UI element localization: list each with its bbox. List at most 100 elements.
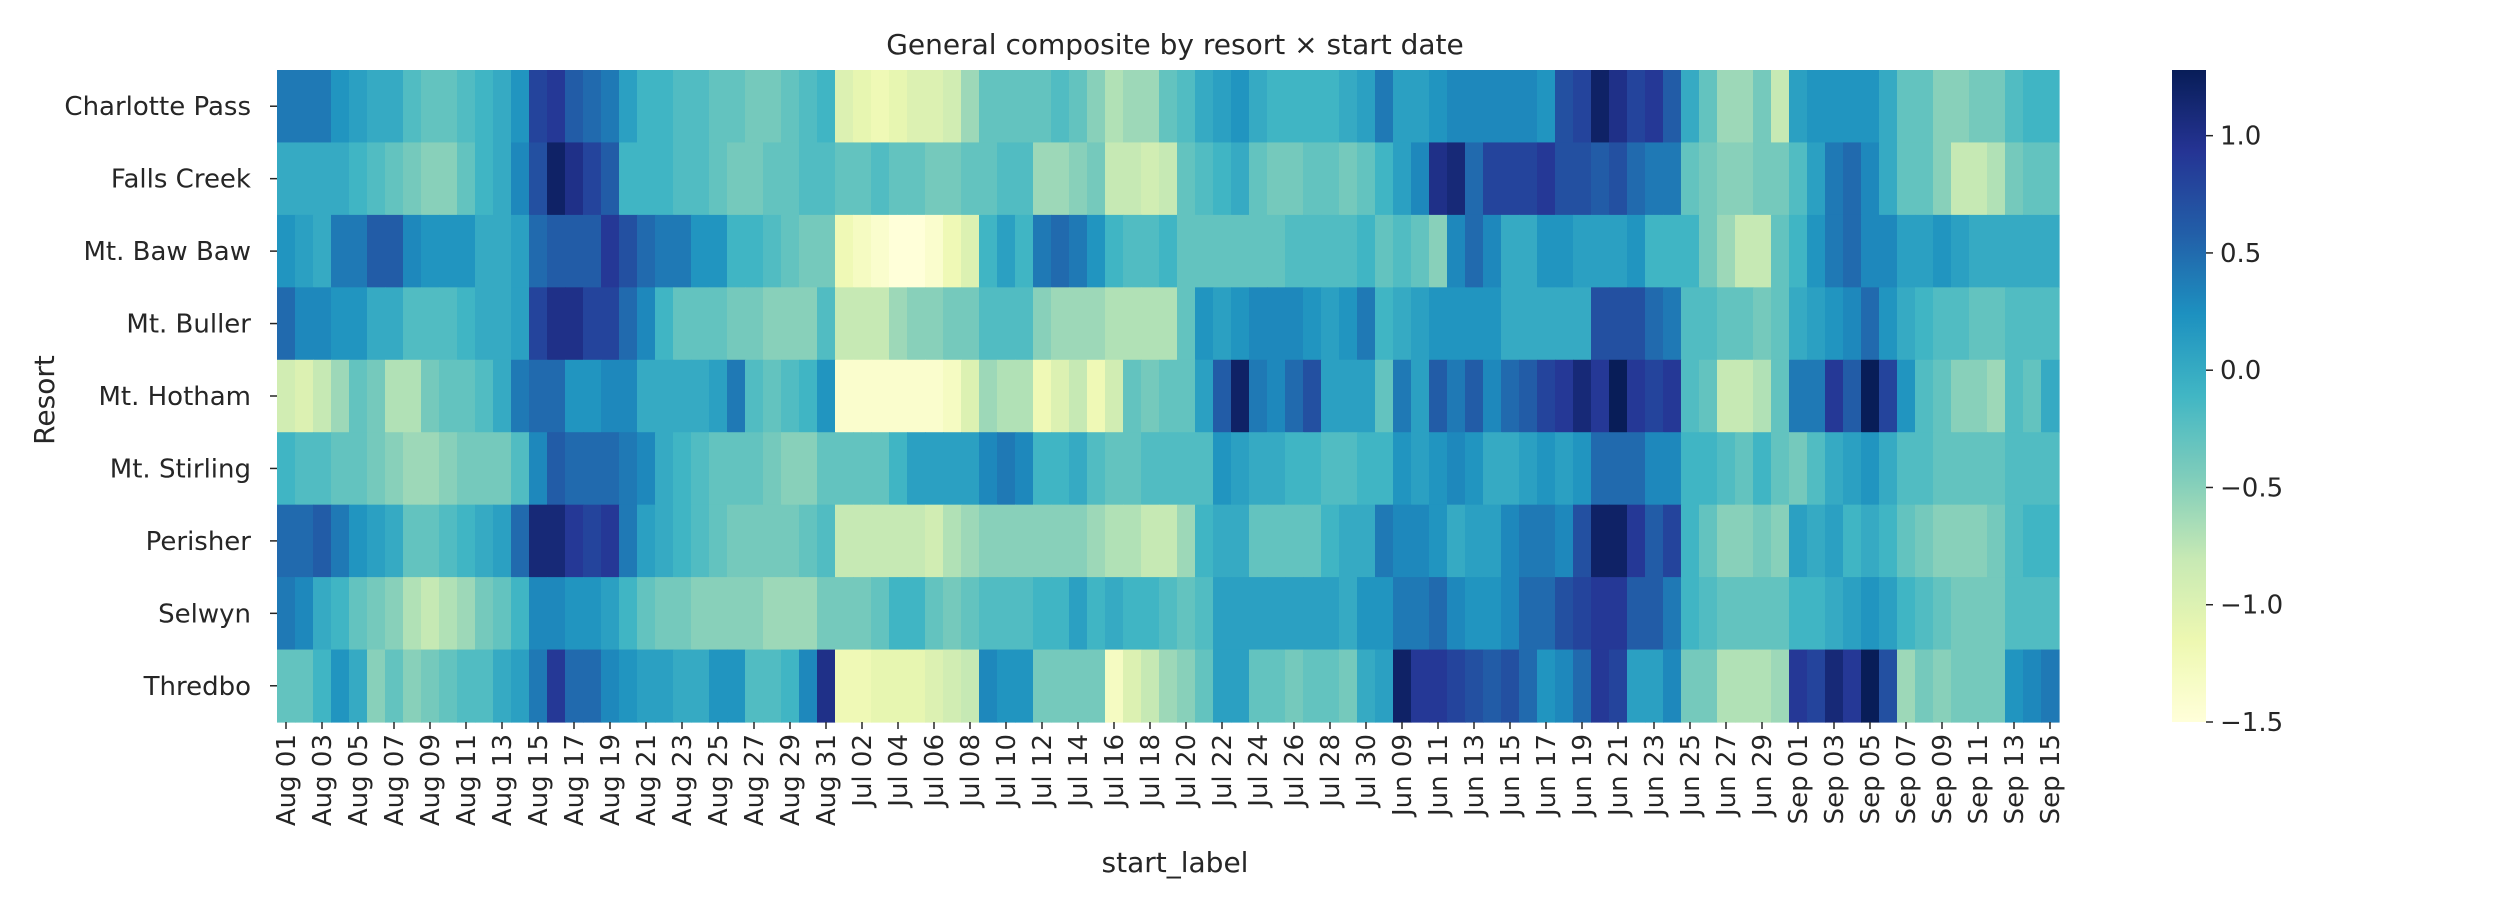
heatmap-cell bbox=[1411, 649, 1430, 723]
heatmap-cell bbox=[1789, 70, 1808, 144]
column-label: Sep 07 bbox=[1892, 734, 1922, 824]
heatmap-cell bbox=[493, 577, 512, 651]
heatmap-cell bbox=[637, 359, 656, 433]
heatmap-cell bbox=[673, 287, 692, 361]
heatmap-cell bbox=[943, 649, 962, 723]
heatmap-cell bbox=[1411, 359, 1430, 433]
heatmap-cell bbox=[277, 649, 296, 723]
heatmap-cell bbox=[925, 70, 944, 144]
heatmap-cell bbox=[619, 504, 638, 578]
heatmap-cell bbox=[691, 432, 710, 506]
heatmap-cell bbox=[1843, 504, 1862, 578]
heatmap-cell bbox=[1393, 70, 1412, 144]
heatmap-cell bbox=[1879, 287, 1898, 361]
heatmap-cell bbox=[1807, 359, 1826, 433]
heatmap-cell bbox=[1699, 214, 1718, 288]
heatmap-cell bbox=[1951, 70, 1970, 144]
column-label: Jul 16 bbox=[1100, 734, 1130, 809]
heatmap-cell bbox=[745, 287, 764, 361]
heatmap-cell bbox=[1303, 504, 1322, 578]
heatmap-cell bbox=[817, 649, 836, 723]
heatmap-cell bbox=[763, 504, 782, 578]
heatmap-cell bbox=[1069, 504, 1088, 578]
heatmap-cell bbox=[655, 504, 674, 578]
heatmap-cell bbox=[871, 432, 890, 506]
heatmap-cell bbox=[655, 214, 674, 288]
heatmap-cell bbox=[1987, 577, 2006, 651]
heatmap-cell bbox=[655, 287, 674, 361]
heatmap-cell bbox=[1537, 142, 1556, 216]
heatmap-cell bbox=[799, 432, 818, 506]
heatmap-cell bbox=[1591, 649, 1610, 723]
heatmap-cell bbox=[1033, 432, 1052, 506]
heatmap-cell bbox=[529, 359, 548, 433]
column-label: Jul 12 bbox=[1028, 734, 1058, 809]
heatmap-cell bbox=[673, 214, 692, 288]
heatmap-cell bbox=[421, 432, 440, 506]
heatmap-cell bbox=[1123, 142, 1142, 216]
heatmap-cell bbox=[925, 432, 944, 506]
heatmap-cell bbox=[1627, 504, 1646, 578]
heatmap-cell bbox=[547, 214, 566, 288]
heatmap-cell bbox=[1285, 359, 1304, 433]
heatmap-cell bbox=[637, 577, 656, 651]
heatmap-cell bbox=[1069, 649, 1088, 723]
heatmap-cell bbox=[925, 142, 944, 216]
heatmap-cell bbox=[691, 577, 710, 651]
heatmap-cell bbox=[1357, 577, 1376, 651]
heatmap-cell bbox=[961, 70, 980, 144]
heatmap-cell bbox=[1789, 359, 1808, 433]
heatmap-cell bbox=[1951, 359, 1970, 433]
heatmap-cell bbox=[1357, 359, 1376, 433]
heatmap-cell bbox=[331, 359, 350, 433]
column-label: Aug 23 bbox=[668, 734, 698, 826]
heatmap-cell bbox=[403, 214, 422, 288]
heatmap-cell bbox=[1861, 577, 1880, 651]
heatmap-cell bbox=[1033, 214, 1052, 288]
heatmap-cell bbox=[925, 504, 944, 578]
heatmap-cell bbox=[1609, 214, 1628, 288]
heatmap-cell bbox=[1501, 287, 1520, 361]
heatmap-cell bbox=[1141, 70, 1160, 144]
heatmap-cell bbox=[1249, 287, 1268, 361]
heatmap-cell bbox=[1087, 214, 1106, 288]
heatmap-cell bbox=[799, 142, 818, 216]
heatmap-cell bbox=[1573, 70, 1592, 144]
heatmap-cell bbox=[601, 359, 620, 433]
heatmap-cell bbox=[439, 70, 458, 144]
heatmap-cell bbox=[1015, 214, 1034, 288]
heatmap-cell bbox=[1051, 504, 1070, 578]
heatmap-cell bbox=[1771, 359, 1790, 433]
heatmap-cell bbox=[835, 142, 854, 216]
heatmap-cell bbox=[961, 287, 980, 361]
heatmap-cell bbox=[1105, 214, 1124, 288]
column-label: Aug 27 bbox=[740, 734, 770, 826]
heatmap-cell bbox=[1555, 649, 1574, 723]
heatmap-cell bbox=[529, 649, 548, 723]
heatmap-cell bbox=[1141, 432, 1160, 506]
heatmap-cell bbox=[745, 432, 764, 506]
heatmap-cell bbox=[1825, 432, 1844, 506]
colorbar bbox=[2172, 70, 2206, 722]
heatmap-cell bbox=[691, 649, 710, 723]
heatmap-cell bbox=[673, 649, 692, 723]
heatmap-cell bbox=[349, 432, 368, 506]
heatmap-cell bbox=[511, 70, 530, 144]
heatmap-cell bbox=[1663, 214, 1682, 288]
heatmap-cell bbox=[1429, 577, 1448, 651]
heatmap-cell bbox=[367, 577, 386, 651]
heatmap-cell bbox=[1645, 214, 1664, 288]
heatmap-cell bbox=[1267, 214, 1286, 288]
heatmap-cell bbox=[313, 142, 332, 216]
heatmap-cell bbox=[691, 70, 710, 144]
heatmap-cell bbox=[943, 214, 962, 288]
heatmap-cell bbox=[1393, 214, 1412, 288]
heatmap-cell bbox=[457, 142, 476, 216]
heatmap-cell bbox=[1483, 504, 1502, 578]
heatmap-cell bbox=[907, 359, 926, 433]
heatmap-cell bbox=[1051, 214, 1070, 288]
heatmap-cell bbox=[1717, 432, 1736, 506]
heatmap-cell bbox=[403, 359, 422, 433]
heatmap-cell bbox=[385, 214, 404, 288]
heatmap-cell bbox=[889, 70, 908, 144]
